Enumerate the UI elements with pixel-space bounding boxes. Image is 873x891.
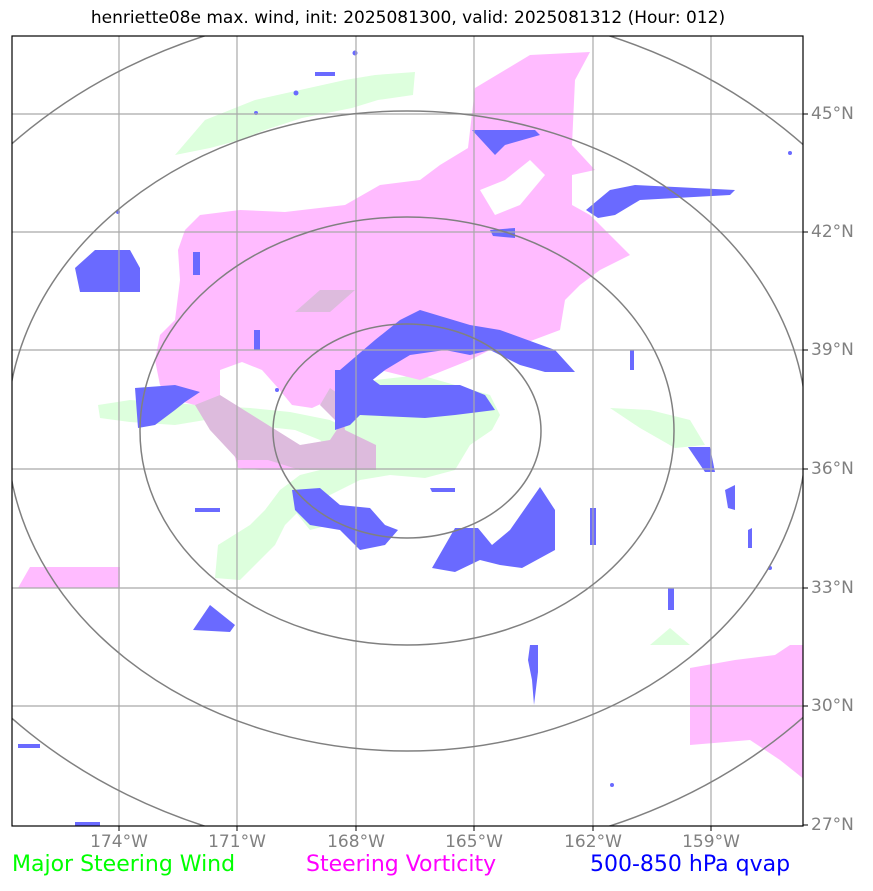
- legend-qvap: 500-850 hPa qvap: [590, 852, 791, 877]
- lat-label: 36°N: [811, 459, 854, 479]
- legend-steering-wind: Major Steering Wind: [12, 852, 236, 877]
- lon-label: 168°W: [327, 832, 385, 852]
- lon-label: 159°W: [682, 832, 740, 852]
- lon-label: 174°W: [90, 832, 148, 852]
- lat-label: 45°N: [811, 104, 854, 124]
- range-rings: [12, 36, 803, 826]
- vorticity-gaps: [480, 160, 545, 215]
- lon-label: 171°W: [208, 832, 266, 852]
- overlap-layer: [195, 290, 376, 470]
- steering-vorticity-layer: [18, 52, 803, 779]
- lon-label: 162°W: [564, 832, 622, 852]
- lon-label: 165°W: [445, 832, 503, 852]
- tick-marks: [118, 113, 808, 831]
- lat-label: 27°N: [811, 815, 854, 835]
- lat-label: 42°N: [811, 222, 854, 242]
- map-title: henriette08e max. wind, init: 2025081300…: [90, 8, 726, 28]
- legend-steering-vorticity: Steering Vorticity: [306, 852, 497, 877]
- lat-label: 33°N: [811, 578, 854, 598]
- lat-label: 30°N: [811, 696, 854, 716]
- lat-label: 39°N: [811, 340, 854, 360]
- plot-frame: [11, 35, 804, 827]
